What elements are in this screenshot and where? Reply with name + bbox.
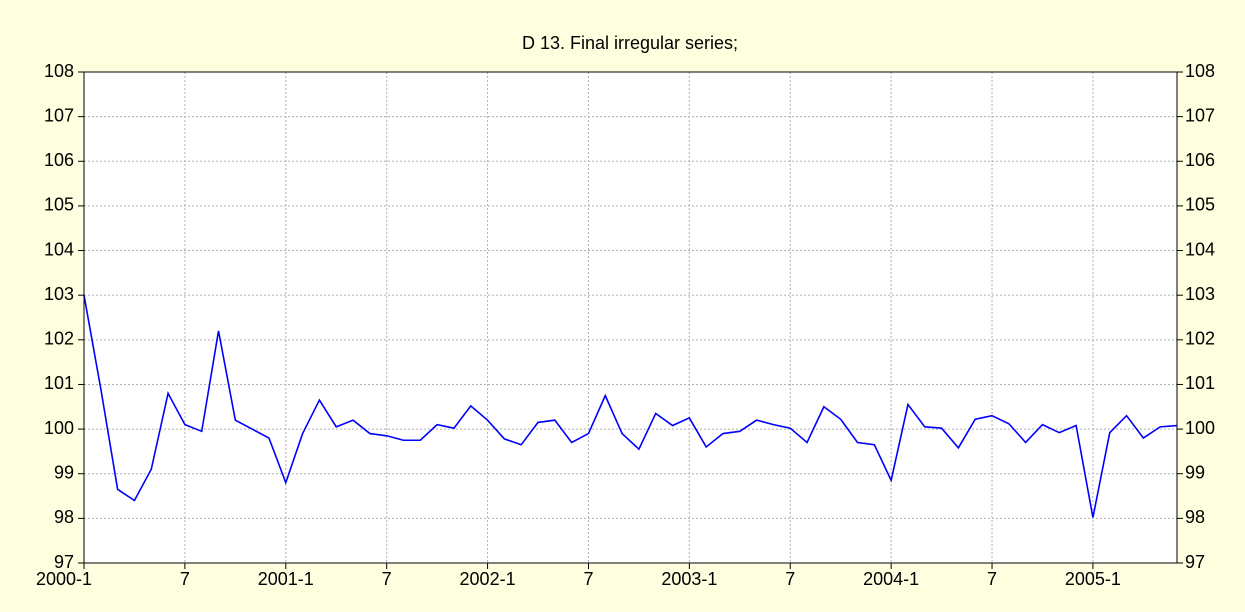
y-tick-label: 101 [44,373,74,393]
x-tick-label: 7 [785,569,795,589]
y-tick-label: 104 [44,239,74,259]
x-tick-label: 7 [382,569,392,589]
y-tick-label: 103 [44,284,74,304]
y-tick-label: 100 [44,418,74,438]
y2-tick-label: 102 [1185,329,1215,349]
line-series [83,295,1178,518]
y2-tick-label: 106 [1185,150,1215,170]
x-tick-label: 7 [987,569,997,589]
y-tick-label: 108 [44,61,74,81]
plot-frame [83,71,1178,564]
y2-tick-label: 101 [1185,373,1215,393]
x-tick-label: 7 [180,569,190,589]
y2-tick-label: 107 [1185,105,1215,125]
y2-tick-label: 104 [1185,239,1215,259]
y-tick-label: 98 [54,507,74,527]
x-tick-label: 2002-1 [460,569,516,589]
x-tick-label: 2001-1 [258,569,314,589]
chart-title: D 13. Final irregular series; [522,33,738,53]
y2-tick-label: 100 [1185,418,1215,438]
x-tick-label: 2003-1 [661,569,717,589]
x-tick-label: 2000-1 [36,569,92,589]
y-tick-label: 107 [44,105,74,125]
x-tick-label: 2005-1 [1065,569,1121,589]
y-tick-label: 102 [44,329,74,349]
y2-tick-label: 105 [1185,195,1215,215]
y2-tick-label: 97 [1185,552,1205,572]
y2-tick-label: 98 [1185,507,1205,527]
y2-tick-label: 99 [1185,462,1205,482]
y-tick-label: 105 [44,195,74,215]
y-tick-label: 97 [54,552,74,572]
y-tick-label: 99 [54,462,74,482]
y2-tick-label: 103 [1185,284,1215,304]
plot-area [84,72,1177,563]
x-tick-label: 7 [583,569,593,589]
y-tick-label: 106 [44,150,74,170]
y2-tick-label: 108 [1185,61,1215,81]
x-tick-label: 2004-1 [863,569,919,589]
